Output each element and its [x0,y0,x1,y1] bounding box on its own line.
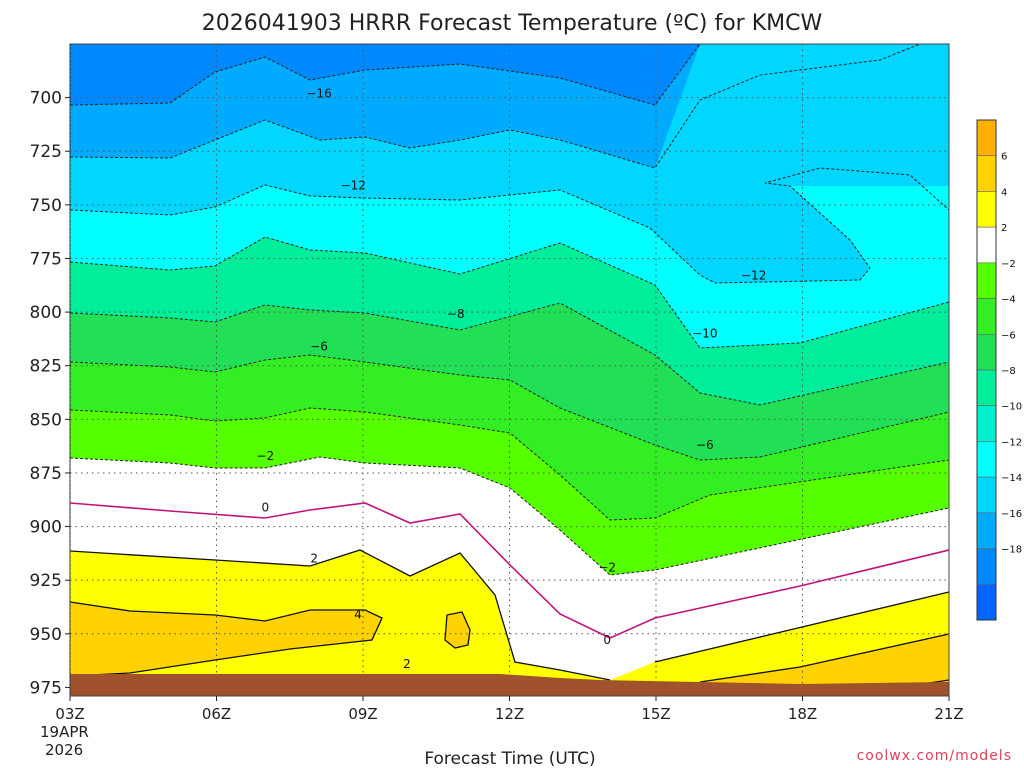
band-2-4-warm [70,550,949,696]
colorbar-label: −10 [1001,402,1022,413]
y-tick-label: 825 [30,357,62,377]
band-4-6-warm [70,602,382,676]
x-tick-label: 06Z [202,705,231,723]
colorbar-swatch [976,512,997,549]
x-start-date-line-2: 2026 [45,741,83,759]
band-4-6-warm-right [700,634,949,696]
colorbar-label: 4 [1001,187,1007,198]
contour-p4-right [699,633,949,683]
x-tick-label: 15Z [641,705,670,723]
credit-text: coolwx.com/models [857,748,1012,764]
contour-label: −8 [447,307,465,321]
contour-label: 0 [262,500,270,514]
colorbar-swatch [976,155,997,192]
y-tick-label: 750 [30,196,62,216]
colorbar-label: −16 [1001,509,1022,520]
x-tick-label: 09Z [348,705,377,723]
contour-m12 [70,167,949,284]
colorbar-label: −14 [1001,473,1022,484]
colorbar: 6 4 2 −2 −4 −6 −8 −10 −12 −14 −16 −18 [976,119,1022,621]
colorbar-swatch [976,191,997,228]
y-tick-label: 850 [30,410,62,430]
contour-label: 4 [354,608,362,622]
colorbar-frame [976,119,997,621]
colorbar-swatch [976,333,997,371]
y-axis: 700 725 750 775 800 825 850 875 900 925 950 975 [30,89,70,698]
contour-m4 [70,407,949,521]
contour-m8 [70,302,949,406]
contour-label: −16 [306,86,331,100]
colorbar-label: −6 [1001,330,1016,341]
colorbar-swatch [976,583,997,621]
colorbar-swatch [976,119,997,157]
contour-label: 2 [403,657,411,671]
colorbar-label: −18 [1001,545,1022,556]
colorbar-label: −2 [1001,259,1016,270]
y-tick-label: 925 [30,571,62,591]
colorbar-swatch [976,548,997,585]
colorbar-swatch [976,262,997,299]
contour-label: −6 [696,438,714,452]
y-tick-label: 900 [30,518,62,538]
colorbar-swatch [976,405,997,442]
contour-p4-pocket [444,611,471,649]
contour-label: −10 [692,327,717,341]
colorbar-swatch [976,441,997,478]
x-start-date-line-1: 19APR [40,723,89,741]
x-tick-label: 18Z [788,705,817,723]
colorbar-swatch [976,476,997,514]
band-4-6-warm-pocket [445,612,470,648]
contour-m6 [70,354,949,461]
x-axis-label: Forecast Time (UTC) [424,749,595,768]
y-tick-label: 975 [30,678,62,698]
contour-labels: −16 −12 −12 −10 −8 −6 −6 −2 −2 0 0 2 4 2 [256,86,766,671]
x-tick-label: 21Z [934,705,963,723]
chart-title: 2026041903 HRRR Forecast Temperature (ºC… [202,11,823,36]
y-tick-label: 775 [30,249,62,269]
contour-0 [70,502,949,639]
x-axis: 03Z 06Z 09Z 12Z 15Z 18Z 21Z [55,696,964,723]
y-tick-label: 700 [30,89,62,109]
colorbar-label: −8 [1001,366,1016,377]
colorbar-label: 6 [1001,152,1007,163]
colorbar-label: −12 [1001,437,1022,448]
y-tick-label: 875 [30,464,62,484]
plot-area: −16 −12 −12 −10 −8 −6 −6 −2 −2 0 0 2 4 2 [70,44,949,696]
contour-label: −6 [310,339,328,353]
contour-label: 0 [603,633,611,647]
contour-label: −2 [598,560,616,574]
colorbar-swatch [976,369,997,407]
colorbar-swatch [976,226,997,264]
contour-p4 [70,601,383,677]
contour-label: 2 [310,552,318,566]
colorbar-label: 2 [1001,223,1007,234]
y-tick-label: 725 [30,142,62,162]
ground-surface [70,674,949,696]
x-tick-label: 03Z [55,705,84,723]
colorbar-swatch [976,298,997,335]
contour-m14 [70,44,921,169]
contour-label: −12 [341,179,366,193]
contour-label: −2 [256,449,274,463]
y-tick-label: 800 [30,303,62,323]
x-tick-label: 12Z [495,705,524,723]
y-tick-label: 950 [30,625,62,645]
contour-m10 [70,236,949,349]
contour-lines [70,44,949,521]
contour-p2 [70,549,611,681]
contour-label: −12 [741,269,766,283]
contour-m16 [70,44,701,106]
contour-p2-right [654,591,949,663]
contour-m2 [70,456,949,576]
colorbar-label: −4 [1001,295,1016,306]
